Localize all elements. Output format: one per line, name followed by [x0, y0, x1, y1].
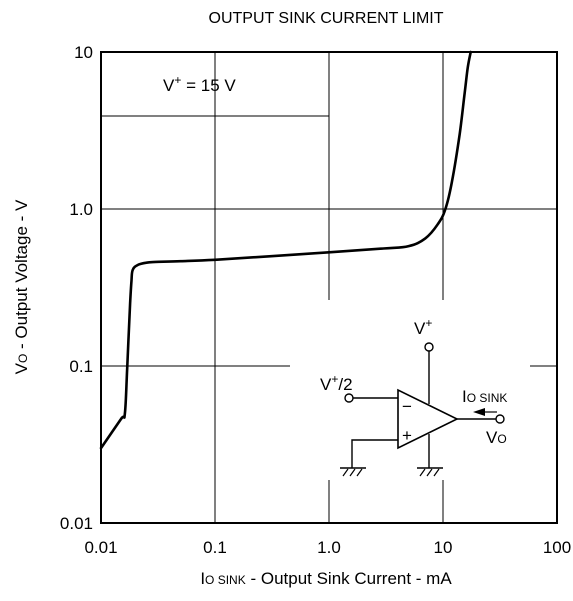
y-axis-label-main: V — [12, 362, 31, 374]
ground-hatch — [349, 468, 356, 477]
y-tick-label: 1.0 — [69, 200, 93, 219]
x-axis-label: IO SINK - Output Sink Current - mA — [200, 569, 452, 588]
supply-sup: + — [425, 316, 432, 330]
supply-base: V — [414, 319, 426, 338]
supply-label: V+ — [414, 316, 432, 338]
bias-rest: /2 — [338, 375, 352, 394]
series-line-0 — [99, 50, 472, 450]
condition-sup: + — [174, 73, 181, 87]
inset-background — [290, 300, 530, 480]
x-axis-label-sub: O SINK — [205, 573, 246, 587]
y-tick-label: 0.1 — [69, 357, 93, 376]
output-label: VO — [486, 428, 507, 447]
current-main: I — [462, 387, 467, 406]
ground-wire-left — [351, 439, 398, 468]
condition-label: V+ = 15 V — [163, 73, 236, 95]
current-sub: O SINK — [467, 391, 508, 405]
condition-box: V+ = 15 V — [101, 73, 329, 117]
ground-hatch — [426, 468, 433, 477]
bias-sup: + — [331, 372, 338, 386]
y-tick-label: 10 — [74, 43, 93, 62]
x-tick-label: 100 — [543, 538, 571, 557]
condition-base: V — [163, 76, 175, 95]
noninverting-input-sign: + — [402, 426, 412, 445]
y-axis-label: VO - Output Voltage - V — [12, 199, 31, 374]
x-tick-label: 1.0 — [317, 538, 341, 557]
supply-terminal — [424, 342, 434, 352]
ground-hatch — [356, 468, 363, 477]
y-axis-label-rest: - Output Voltage - V — [12, 199, 31, 354]
plot-frame — [100, 51, 558, 524]
condition-rest: = 15 V — [181, 76, 236, 95]
inset-schematic: V+ − + V+/2 IO SINK VO — [290, 300, 530, 480]
inverting-input-sign: − — [402, 397, 412, 416]
output-terminal — [495, 414, 505, 424]
x-tick-label: 0.01 — [84, 538, 117, 557]
chart-title: OUTPUT SINK CURRENT LIMIT — [209, 10, 444, 27]
y-axis-label-sub: O — [16, 354, 30, 363]
tick-labels: 0.01 0.1 1.0 10 100 0.01 0.1 1.0 10 — [60, 43, 571, 557]
output-main: V — [486, 428, 498, 447]
current-arrow-icon — [473, 408, 485, 416]
x-axis-label-main: I — [200, 569, 205, 588]
opamp-triangle — [397, 388, 459, 450]
output-sub: O — [497, 432, 506, 446]
y-tick-label: 0.01 — [60, 514, 93, 533]
ground-hatch — [419, 468, 426, 477]
x-tick-label: 10 — [434, 538, 453, 557]
ground-hatch — [433, 468, 440, 477]
ground-hatch — [342, 468, 349, 477]
x-tick-label: 0.1 — [203, 538, 227, 557]
bias-terminal — [344, 393, 354, 403]
bias-label: V+/2 — [320, 372, 353, 394]
bias-base: V — [320, 375, 332, 394]
x-axis-label-rest: - Output Sink Current - mA — [246, 569, 453, 588]
current-label: IO SINK — [462, 387, 507, 406]
